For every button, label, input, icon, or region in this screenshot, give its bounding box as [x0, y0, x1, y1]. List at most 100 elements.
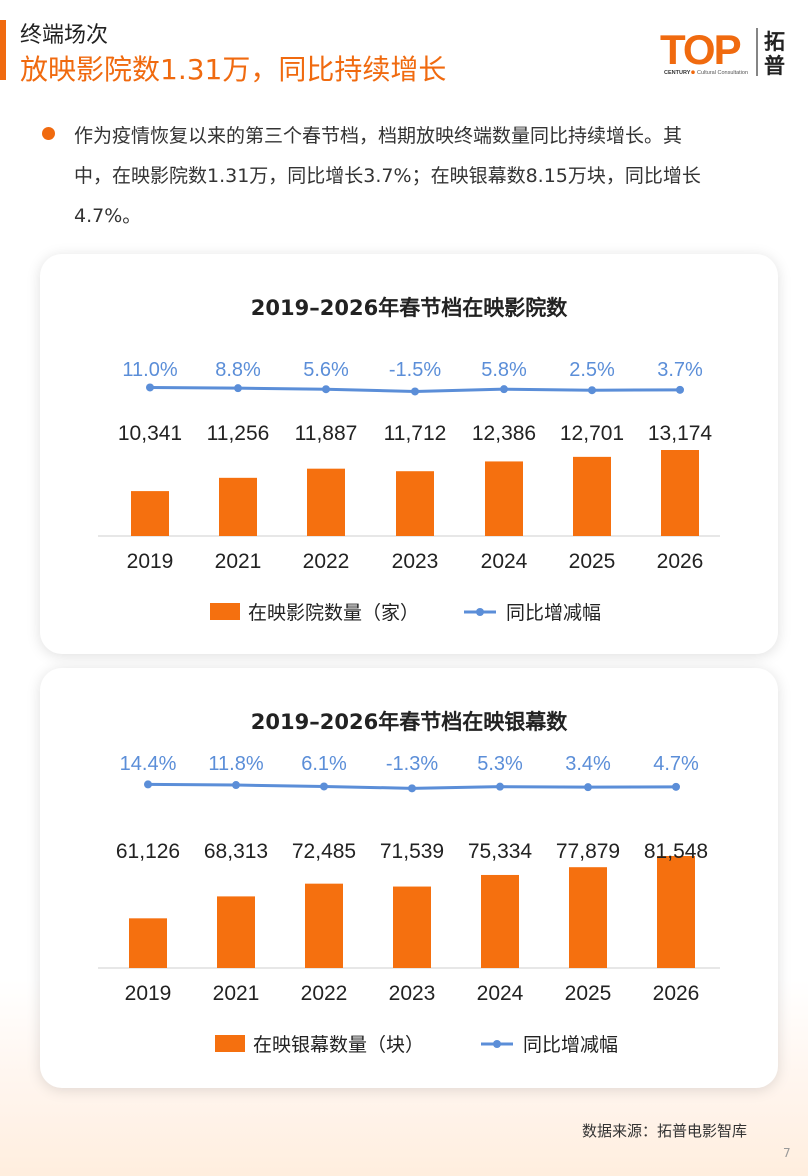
yoy-point-2021: [234, 384, 242, 393]
yoy-point-2025: [588, 386, 596, 395]
summary-paragraph: 作为疫情恢复以来的第三个春节档，档期放映终端数量同比持续增长。其 中，在映影院数…: [74, 116, 779, 236]
yoy-point-2026: [672, 782, 680, 791]
yoy-point-2023: [411, 387, 419, 396]
yoy-point-2019: [144, 780, 152, 789]
chart-title: 2019–2026年春节档在映银幕数: [251, 710, 568, 734]
yoy-label-2022: 6.1%: [301, 753, 347, 775]
logo-cn-1: 拓: [764, 30, 785, 54]
x-tick-label-2022: 2022: [303, 550, 350, 573]
yoy-label-2024: 5.8%: [481, 359, 527, 381]
bar-2019: [129, 918, 167, 968]
yoy-label-2019: 11.0%: [122, 359, 177, 381]
yoy-point-2019: [146, 383, 154, 392]
yoy-label-2022: 5.6%: [303, 359, 349, 381]
bar-2025: [569, 867, 607, 968]
yoy-point-2021: [232, 781, 240, 790]
bar-2025: [573, 456, 611, 536]
title-accent-bar: [0, 20, 6, 80]
legend-bar-swatch: [215, 1035, 245, 1052]
legend-bar-swatch: [210, 603, 240, 620]
bar-2021: [219, 477, 257, 536]
bar-value-label-2023: 71,539: [380, 840, 444, 863]
yoy-label-2025: 3.4%: [565, 753, 611, 775]
logo-tagline-right: Cultural Consultation: [697, 70, 748, 76]
bar-value-label-2022: 72,485: [292, 840, 356, 863]
bar-value-label-2023: 11,712: [384, 422, 447, 445]
yoy-label-2024: 5.3%: [477, 753, 523, 775]
logo-cn-2: 普: [764, 54, 785, 78]
yoy-point-2025: [584, 783, 592, 792]
yoy-point-2022: [322, 385, 330, 394]
legend-line-marker: [476, 608, 484, 616]
legend-line-label: 同比增减幅: [506, 602, 601, 624]
bar-2019: [131, 491, 169, 536]
legend-line-label: 同比增减幅: [523, 1034, 618, 1056]
legend-bar-label: 在映影院数量（家）: [248, 602, 419, 624]
cinema-count-chart-card: 2019–2026年春节档在映影院数 10,341 2019 11.0% 11,256 2…: [40, 254, 778, 654]
logo-tagline-dot: [691, 70, 695, 74]
x-tick-label-2024: 2024: [477, 982, 524, 1005]
yoy-point-2023: [408, 784, 416, 793]
yoy-label-2026: 3.7%: [657, 359, 703, 381]
screen-count-chart-card: 2019–2026年春节档在映银幕数 61,126 2019 14.4% 68,313 2…: [40, 668, 778, 1088]
chart-title: 2019–2026年春节档在映影院数: [251, 296, 568, 320]
logo-tagline-left: CENTURY: [664, 70, 691, 76]
bar-2026: [661, 450, 699, 536]
x-tick-label-2025: 2025: [565, 982, 612, 1005]
legend-bar-label: 在映银幕数量（块）: [253, 1034, 424, 1056]
x-tick-label-2023: 2023: [389, 982, 436, 1005]
yoy-point-2022: [320, 782, 328, 791]
yoy-label-2025: 2.5%: [569, 359, 615, 381]
x-tick-label-2021: 2021: [213, 982, 260, 1005]
yoy-point-2024: [496, 782, 504, 791]
summary-line-3: 4.7%。: [74, 205, 142, 227]
cinema-count-chart: 2019–2026年春节档在映影院数 10,341 2019 11.0% 11,256 2…: [98, 296, 720, 624]
section-label: 终端场次: [20, 23, 109, 48]
bar-value-label-2026: 13,174: [648, 422, 713, 445]
screen-count-chart: 2019–2026年春节档在映银幕数 61,126 2019 14.4% 68,313 2…: [98, 710, 720, 1056]
x-tick-label-2022: 2022: [301, 982, 348, 1005]
data-source-note: 数据来源：拓普电影智库: [582, 1122, 748, 1140]
bar-value-label-2022: 11,887: [295, 422, 358, 445]
yoy-label-2026: 4.7%: [653, 753, 699, 775]
x-tick-label-2023: 2023: [392, 550, 439, 573]
bar-2022: [305, 883, 343, 968]
x-tick-label-2021: 2021: [215, 550, 262, 573]
page-number: 7: [783, 1146, 791, 1160]
yoy-label-2021: 11.8%: [208, 753, 263, 775]
bar-2023: [396, 471, 434, 536]
bar-2022: [307, 468, 345, 536]
bar-value-label-2026: 81,548: [644, 840, 708, 863]
bar-value-label-2024: 12,386: [472, 422, 536, 445]
x-tick-label-2019: 2019: [125, 982, 172, 1005]
bar-value-label-2019: 61,126: [116, 840, 180, 863]
bar-2026: [657, 856, 695, 968]
legend-line-marker: [493, 1040, 501, 1048]
summary-line-1: 作为疫情恢复以来的第三个春节档，档期放映终端数量同比持续增长。其: [74, 125, 683, 147]
bar-2021: [217, 896, 255, 968]
bar-value-label-2025: 12,701: [560, 422, 624, 445]
bullet-dot: [42, 127, 55, 140]
page-title: 放映影院数1.31万，同比持续增长: [20, 53, 447, 86]
bar-2023: [393, 886, 431, 968]
bar-value-label-2025: 77,879: [556, 840, 620, 863]
x-tick-label-2019: 2019: [127, 550, 174, 573]
yoy-point-2026: [676, 385, 684, 394]
logo-letters: TOP: [660, 26, 741, 73]
bar-value-label-2021: 68,313: [204, 840, 268, 863]
x-tick-label-2025: 2025: [569, 550, 616, 573]
summary-line-2: 中，在映影院数1.31万，同比增长3.7%；在映银幕数8.15万块，同比增长: [74, 165, 701, 187]
top-century-logo: TOP CENTURY Cultural Consultation 拓 普: [660, 26, 785, 78]
yoy-label-2023: -1.5%: [389, 359, 441, 381]
x-tick-label-2026: 2026: [653, 982, 700, 1005]
yoy-point-2024: [500, 385, 508, 394]
bar-2024: [481, 874, 519, 968]
yoy-label-2023: -1.3%: [386, 753, 438, 775]
bar-value-label-2021: 11,256: [207, 422, 270, 445]
yoy-label-2021: 8.8%: [215, 359, 261, 381]
yoy-label-2019: 14.4%: [120, 753, 177, 775]
bar-2024: [485, 461, 523, 536]
x-tick-label-2026: 2026: [657, 550, 704, 573]
bar-value-label-2024: 75,334: [468, 840, 533, 863]
bar-value-label-2019: 10,341: [118, 422, 182, 445]
